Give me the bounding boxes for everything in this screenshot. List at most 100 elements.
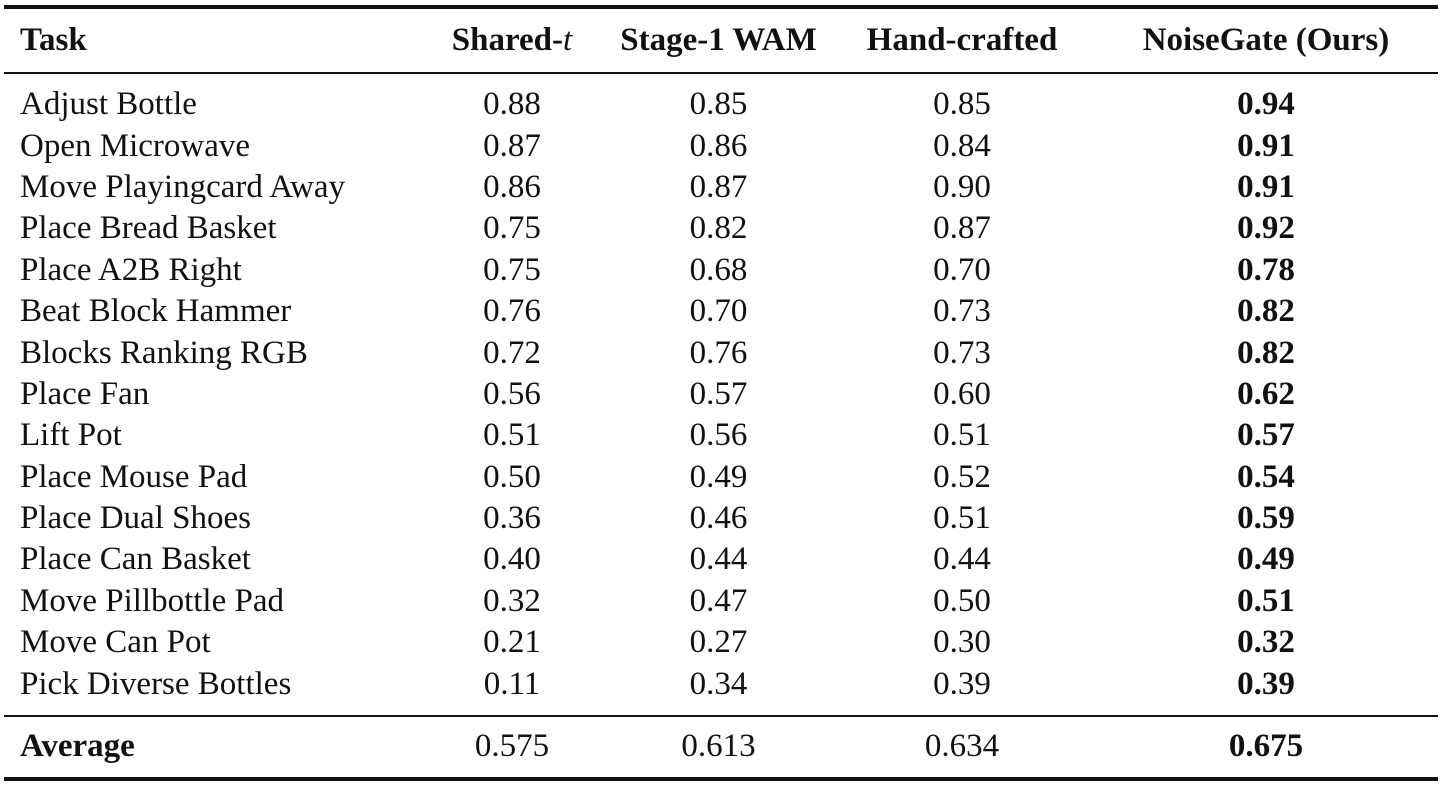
cell-noisegate: 0.59 [1237,500,1295,537]
cell-hand-crafted: 0.30 [933,624,991,661]
cell-task: Place Dual Shoes [20,500,251,537]
cell-task: Adjust Bottle [20,86,197,123]
cell-task: Place Bread Basket [20,210,277,247]
cell-stage1-wam: 0.82 [689,210,748,247]
cell-noisegate: 0.57 [1237,417,1295,454]
table-row: Blocks Ranking RGB 0.72 0.76 0.73 0.82 [4,332,1438,373]
cell-noisegate: 0.91 [1237,127,1295,164]
header-shared-prefix: Shared- [451,22,564,58]
top-rule [4,5,1438,9]
cell-task: Move Playingcard Away [20,168,346,205]
cell-noisegate: 0.32 [1237,624,1295,661]
cell-task: Pick Diverse Bottles [20,665,292,702]
header-shared-t: Shared-t [417,22,607,59]
cell-stage1-wam: 0.70 [689,293,748,330]
cell-shared-t: 0.86 [483,168,541,205]
cell-noisegate: 0.91 [1237,168,1295,205]
cell-hand-crafted: 0.39 [933,665,991,702]
cell-shared-t: 0.76 [483,293,541,330]
cell-shared-t: 0.50 [483,458,541,495]
cell-stage1-wam: 0.85 [689,86,748,123]
cell-shared-t: 0.56 [483,375,541,412]
average-shared-t: 0.575 [474,728,550,765]
cell-hand-crafted: 0.51 [933,417,991,454]
cell-hand-crafted: 0.73 [933,334,991,371]
cell-hand-crafted: 0.70 [933,251,991,288]
cell-shared-t: 0.11 [483,665,541,702]
cell-task: Place Fan [20,375,150,412]
results-table: Task Shared-t Stage-1 WAM Hand-crafted N… [4,5,1438,781]
cell-hand-crafted: 0.90 [933,168,991,205]
cell-task: Place Can Basket [20,541,251,578]
average-rule [4,714,1438,717]
cell-shared-t: 0.75 [483,251,541,288]
cell-stage1-wam: 0.34 [689,665,748,702]
cell-hand-crafted: 0.60 [933,375,991,412]
table-row: Place A2B Right 0.75 0.68 0.70 0.78 [4,250,1438,291]
average-row: Average 0.575 0.613 0.634 0.675 [4,717,1438,777]
table-row: Move Pillbottle Pad 0.32 0.47 0.50 0.51 [4,581,1438,622]
cell-stage1-wam: 0.76 [689,334,748,371]
cell-noisegate: 0.82 [1237,334,1295,371]
table-row: Open Microwave 0.87 0.86 0.84 0.91 [4,125,1438,166]
table-row: Place Dual Shoes 0.36 0.46 0.51 0.59 [4,498,1438,539]
table-row: Lift Pot 0.51 0.56 0.51 0.57 [4,415,1438,456]
cell-hand-crafted: 0.85 [933,86,991,123]
cell-shared-t: 0.36 [483,500,541,537]
header-shared-var: t [563,22,573,58]
cell-stage1-wam: 0.47 [689,582,748,619]
header-hand-crafted: Hand-crafted [866,22,1058,58]
cell-hand-crafted: 0.73 [933,293,991,330]
table-row: Beat Block Hammer 0.76 0.70 0.73 0.82 [4,291,1438,332]
cell-shared-t: 0.51 [483,417,541,454]
table-row: Place Can Basket 0.40 0.44 0.44 0.49 [4,539,1438,580]
cell-shared-t: 0.88 [483,86,541,123]
cell-task: Move Pillbottle Pad [20,582,284,619]
table-body: Adjust Bottle 0.88 0.85 0.85 0.94 Open Microw… [4,84,1438,705]
cell-noisegate: 0.51 [1237,582,1295,619]
cell-task: Move Can Pot [20,624,211,661]
cell-noisegate: 0.92 [1237,210,1295,247]
cell-noisegate: 0.49 [1237,541,1295,578]
cell-stage1-wam: 0.86 [689,127,748,164]
cell-shared-t: 0.72 [483,334,541,371]
bottom-rule [4,776,1438,781]
cell-noisegate: 0.54 [1237,458,1295,495]
cell-hand-crafted: 0.84 [933,127,991,164]
header-rule [4,72,1438,74]
average-noisegate: 0.675 [1228,728,1304,765]
header-noisegate: NoiseGate (Ours) [1142,22,1390,58]
table-row: Move Playingcard Away 0.86 0.87 0.90 0.91 [4,167,1438,208]
cell-task: Lift Pot [20,417,122,454]
cell-hand-crafted: 0.51 [933,500,991,537]
table-row: Pick Diverse Bottles 0.11 0.34 0.39 0.39 [4,663,1438,704]
cell-noisegate: 0.82 [1237,293,1295,330]
cell-shared-t: 0.75 [483,210,541,247]
cell-stage1-wam: 0.44 [689,541,748,578]
cell-hand-crafted: 0.44 [933,541,991,578]
cell-noisegate: 0.78 [1237,251,1295,288]
table-row: Adjust Bottle 0.88 0.85 0.85 0.94 [4,84,1438,125]
cell-shared-t: 0.87 [483,127,541,164]
cell-stage1-wam: 0.27 [689,624,748,661]
cell-hand-crafted: 0.52 [933,458,991,495]
cell-shared-t: 0.21 [483,624,541,661]
cell-task: Open Microwave [20,127,251,164]
cell-shared-t: 0.40 [483,541,541,578]
header-row: Task Shared-t Stage-1 WAM Hand-crafted N… [4,9,1438,72]
table-row: Place Fan 0.56 0.57 0.60 0.62 [4,374,1438,415]
cell-noisegate: 0.39 [1237,665,1295,702]
average-stage1-wam: 0.613 [681,728,756,765]
cell-stage1-wam: 0.56 [689,417,748,454]
table-row: Move Can Pot 0.21 0.27 0.30 0.32 [4,622,1438,663]
average-label: Average [20,728,135,765]
average-hand-crafted: 0.634 [924,728,1000,765]
cell-stage1-wam: 0.57 [689,375,748,412]
cell-stage1-wam: 0.46 [689,500,748,537]
table-row: Place Mouse Pad 0.50 0.49 0.52 0.54 [4,457,1438,498]
header-stage1-wam: Stage-1 WAM [620,22,817,58]
cell-stage1-wam: 0.68 [689,251,748,288]
cell-stage1-wam: 0.87 [689,168,748,205]
header-task: Task [20,22,87,58]
cell-hand-crafted: 0.87 [933,210,991,247]
